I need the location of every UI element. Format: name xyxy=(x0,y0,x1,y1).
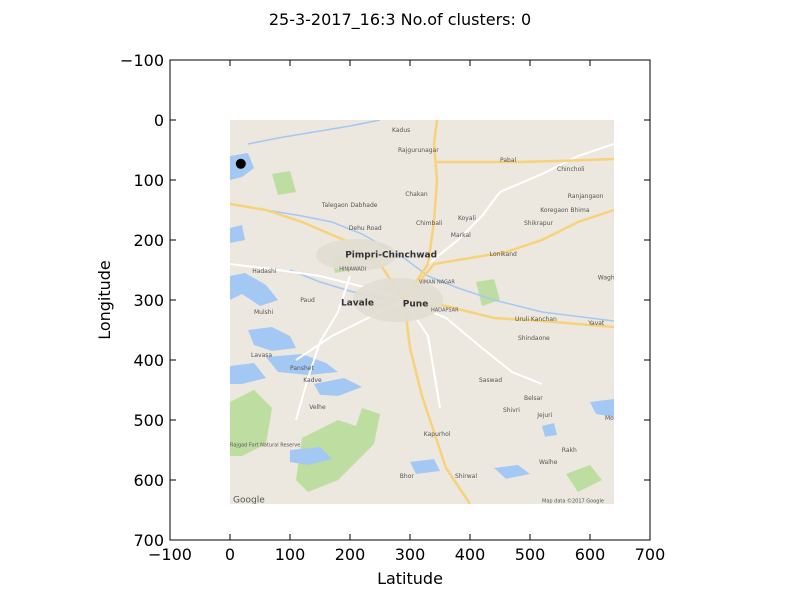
map-highway xyxy=(437,157,614,164)
y-tick-label: 600 xyxy=(133,471,164,490)
map-road-minor xyxy=(295,275,351,421)
map-water xyxy=(266,354,338,375)
map-water xyxy=(230,225,245,243)
x-tick-label: 700 xyxy=(635,545,666,564)
data-point xyxy=(235,158,246,169)
map-label: Lonikand xyxy=(490,251,517,258)
map-urban-area xyxy=(316,239,396,271)
map-label: Mor xyxy=(605,415,617,422)
map-label: HADAPSAR xyxy=(431,308,459,314)
map-label: Bhor xyxy=(400,473,415,480)
map-label: Velhe xyxy=(309,404,326,411)
map-label: Shirwal xyxy=(455,473,477,480)
map-label: HINJAWADI xyxy=(339,267,366,273)
map-label: Rajgurunagar xyxy=(398,147,439,154)
y-tick-label: 300 xyxy=(133,291,164,310)
map-water xyxy=(494,465,530,479)
x-tick-label: 100 xyxy=(275,545,306,564)
x-tick-label: 300 xyxy=(395,545,426,564)
x-axis-label: Latitude xyxy=(377,569,443,588)
map-label: Panshet xyxy=(290,365,314,372)
y-axis-ticks: −100 0 100 200 300 400 500 600 700 xyxy=(120,51,650,550)
map-highway xyxy=(403,208,614,301)
y-tick-label: 700 xyxy=(133,531,164,550)
map-label: Ranjangaon xyxy=(568,193,604,200)
y-tick-label: 400 xyxy=(133,351,164,370)
map-label: Paud xyxy=(300,297,315,304)
map-label: Talegaon Dabhade xyxy=(321,202,378,209)
map-label: Lavasa xyxy=(251,352,272,359)
map-label: Pimpri-Chinchwad xyxy=(345,251,437,261)
map-river xyxy=(427,275,614,322)
map-label: Pune xyxy=(403,299,429,309)
x-tick-label: 0 xyxy=(225,545,235,564)
map-label: Dehu Road xyxy=(349,225,382,232)
map-label: Shivri xyxy=(503,407,520,414)
x-tick-label: 500 xyxy=(515,545,546,564)
x-axis-ticks: −100 0 100 200 300 400 500 600 700 xyxy=(148,60,665,564)
map-label: Chakan xyxy=(405,191,428,198)
map-label: Yavat xyxy=(587,320,605,327)
map-river xyxy=(247,120,381,145)
map-water xyxy=(410,459,440,474)
map-label: Mulshi xyxy=(254,309,274,316)
map-urban-area xyxy=(353,278,443,322)
map-park xyxy=(566,465,602,492)
scatter-series xyxy=(235,158,246,169)
x-tick-label: 400 xyxy=(455,545,486,564)
map-label: Kapurhol xyxy=(424,431,451,438)
map-label: Belsar xyxy=(524,395,543,402)
map-label: Kadus xyxy=(392,127,410,134)
map-label: Lavale xyxy=(341,299,374,309)
map-label: Map data ©2017 Google xyxy=(542,497,604,504)
map-label: Google xyxy=(233,496,265,506)
map-label: Walhe xyxy=(539,459,558,466)
map-water xyxy=(248,327,296,351)
x-tick-label: 200 xyxy=(335,545,366,564)
map-label: Jejuri xyxy=(536,412,552,419)
map-label: Shikrapur xyxy=(524,220,554,227)
map-park xyxy=(230,390,272,456)
map-label: Hadashi xyxy=(252,268,277,275)
x-tick-label: 600 xyxy=(575,545,606,564)
x-tick-label: −100 xyxy=(148,545,192,564)
map-water xyxy=(230,363,266,384)
map-label: Koyali xyxy=(458,215,476,222)
map-background: Kadus Rajgurunagar Pabal Chincholi Ranjangao… xyxy=(230,120,622,506)
map-label: Saswad xyxy=(479,377,502,384)
map-water xyxy=(542,423,557,437)
map-label: Wagholi xyxy=(598,275,622,282)
map-water xyxy=(230,273,278,306)
map-label: Rajgad Fort Natural Reserve xyxy=(230,443,300,449)
map-water xyxy=(314,378,362,396)
map-label: Kadve xyxy=(303,377,322,384)
map-label: Chimbali xyxy=(416,220,443,227)
map-label: VIMAN NAGAR xyxy=(419,279,455,285)
y-axis-label: Longitude xyxy=(95,260,114,340)
map-label: Rakh xyxy=(562,447,577,454)
map-label: Uruli Kanchan xyxy=(515,316,557,323)
y-tick-label: 500 xyxy=(133,411,164,430)
map-road-minor xyxy=(499,143,614,193)
map-label: Chincholi xyxy=(557,166,585,173)
chart-title: 25-3-2017_16:3 No.of clusters: 0 xyxy=(269,10,531,30)
map-water xyxy=(590,399,614,417)
y-tick-label: 200 xyxy=(133,231,164,250)
map-park xyxy=(272,171,296,195)
map-label: Koregaon Bhima xyxy=(540,207,590,214)
map-water xyxy=(290,447,332,465)
map-park xyxy=(296,408,380,492)
y-tick-label: 0 xyxy=(154,111,164,130)
map-label: Shindaone xyxy=(518,335,550,342)
map-label: Markal xyxy=(451,232,471,239)
y-tick-label: 100 xyxy=(133,171,164,190)
y-tick-label: −100 xyxy=(120,51,164,70)
map-label: Pabal xyxy=(500,157,517,164)
map-highway xyxy=(402,299,472,504)
